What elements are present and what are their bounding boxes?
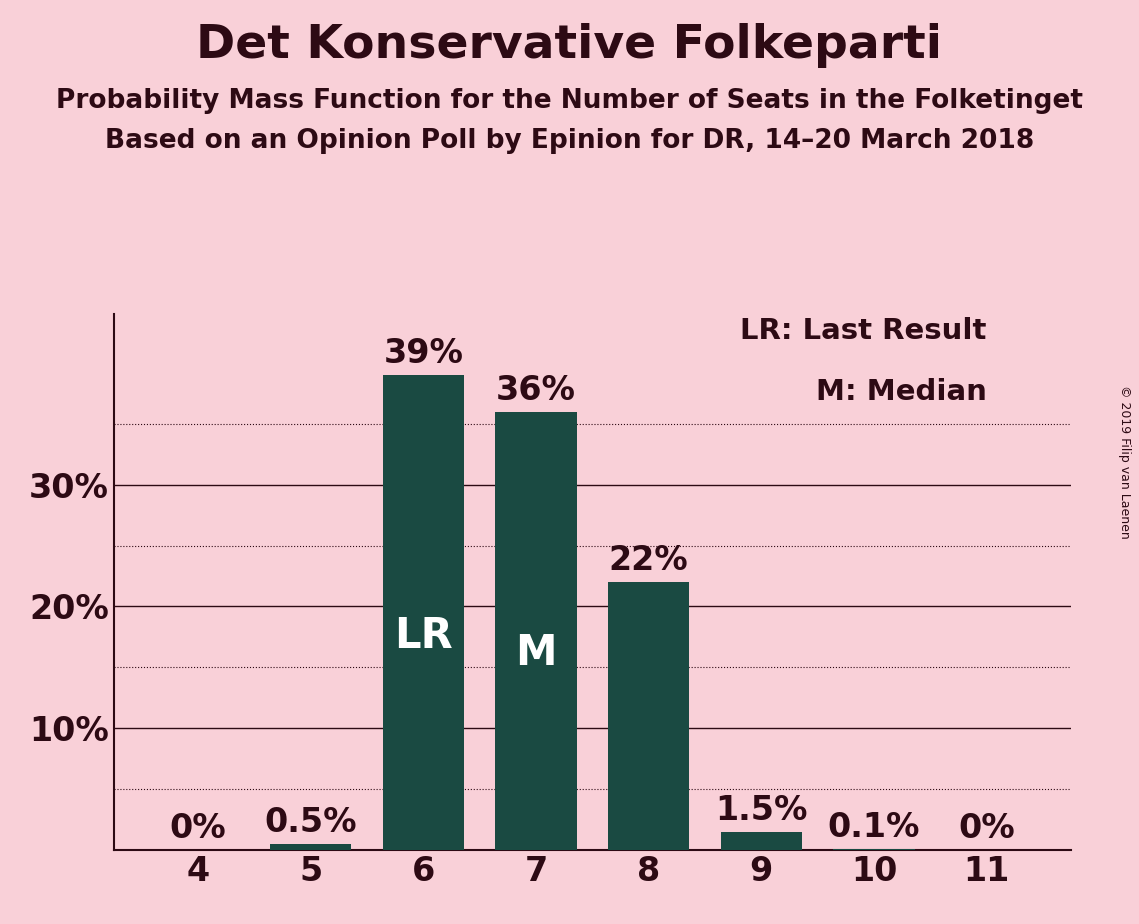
Text: 0%: 0% (958, 812, 1015, 845)
Text: 39%: 39% (384, 337, 464, 371)
Bar (834, 849, 915, 850)
Bar (495, 411, 576, 850)
Text: M: Median: M: Median (816, 379, 986, 407)
Text: 0.1%: 0.1% (828, 811, 920, 844)
Text: 1.5%: 1.5% (715, 794, 808, 827)
Text: 0%: 0% (170, 812, 227, 845)
Text: © 2019 Filip van Laenen: © 2019 Filip van Laenen (1118, 385, 1131, 539)
Bar (721, 832, 802, 850)
Text: LR: Last Result: LR: Last Result (740, 317, 986, 345)
Text: LR: LR (394, 615, 452, 657)
Text: M: M (515, 632, 557, 674)
Bar (383, 375, 464, 850)
Text: 36%: 36% (495, 373, 576, 407)
Text: 22%: 22% (609, 544, 688, 578)
Text: Probability Mass Function for the Number of Seats in the Folketinget: Probability Mass Function for the Number… (56, 88, 1083, 114)
Text: Det Konservative Folkeparti: Det Konservative Folkeparti (197, 23, 942, 68)
Text: 0.5%: 0.5% (264, 806, 357, 839)
Text: Based on an Opinion Poll by Epinion for DR, 14–20 March 2018: Based on an Opinion Poll by Epinion for … (105, 128, 1034, 153)
Bar (270, 844, 351, 850)
Bar (608, 582, 689, 850)
